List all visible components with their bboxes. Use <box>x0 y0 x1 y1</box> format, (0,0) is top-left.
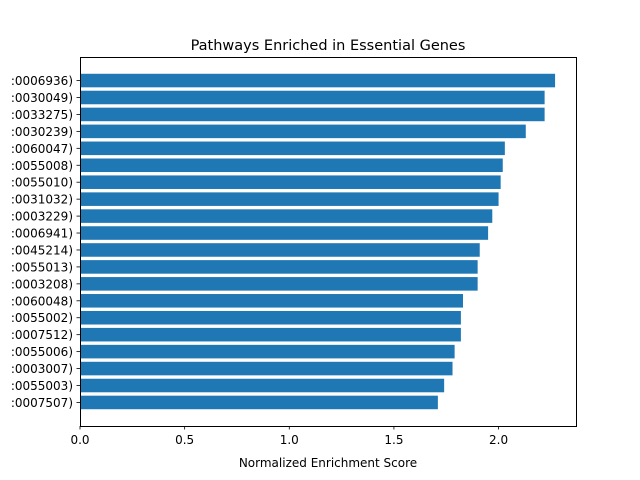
y-tick-label: :0007512) <box>11 328 73 342</box>
bar <box>80 327 461 342</box>
x-tick-label: 2.0 <box>489 433 508 447</box>
bar <box>80 124 526 139</box>
bar <box>80 344 455 359</box>
x-axis-label: Normalized Enrichment Score <box>239 456 417 470</box>
bar <box>80 226 489 240</box>
x-axis-ticks: 0.0 0.5 1.0 1.5 2.0 <box>70 426 508 447</box>
y-tick-label: :0006941) <box>11 227 73 241</box>
x-tick-label: 1.0 <box>280 433 299 447</box>
bar <box>80 378 445 393</box>
y-tick-label: :0055010) <box>11 176 73 190</box>
plot-frame <box>80 57 577 427</box>
y-tick-label: :0033275) <box>11 108 73 122</box>
y-tick-label: :0003208) <box>11 277 73 291</box>
bar <box>80 260 478 274</box>
chart-title: Pathways Enriched in Essential Genes <box>191 38 466 54</box>
y-tick-label: :0055006) <box>11 345 73 359</box>
y-tick-label: :0003229) <box>11 210 73 224</box>
bar <box>80 294 463 308</box>
y-tick-label: :0060047) <box>11 142 73 156</box>
x-tick-label: 1.5 <box>384 433 403 447</box>
bar <box>80 141 505 156</box>
bar <box>80 277 478 291</box>
x-tick-label: 0.5 <box>175 433 194 447</box>
bar <box>80 243 480 257</box>
bar <box>80 158 503 173</box>
y-tick-label: :0060048) <box>11 294 73 308</box>
bar <box>80 90 545 105</box>
y-tick-label: :0007507) <box>11 396 73 410</box>
y-tick-label: :0003007) <box>11 362 73 376</box>
y-tick-label: :0006936) <box>11 74 73 88</box>
bar <box>80 361 453 376</box>
bar <box>80 209 493 223</box>
y-tick-label: :0045214) <box>11 243 73 257</box>
y-tick-label: :0055013) <box>11 260 73 274</box>
y-tick-label: :0055008) <box>11 159 73 173</box>
y-tick-label: :0030049) <box>11 91 73 105</box>
x-tick-label: 0.0 <box>70 433 89 447</box>
bar <box>80 73 556 88</box>
bar <box>80 175 501 189</box>
y-tick-label: :0055002) <box>11 311 73 325</box>
bar <box>80 107 545 122</box>
category-labels: :0006936) :0030049) :0033275) :0030239) :006… <box>11 74 80 410</box>
bar-group <box>80 73 556 410</box>
bar <box>80 310 461 325</box>
y-tick-label: :0030239) <box>11 125 73 139</box>
y-tick-label: :0055003) <box>11 379 73 393</box>
y-tick-label: :0031032) <box>11 193 73 207</box>
bar <box>80 395 438 410</box>
bar <box>80 192 499 206</box>
